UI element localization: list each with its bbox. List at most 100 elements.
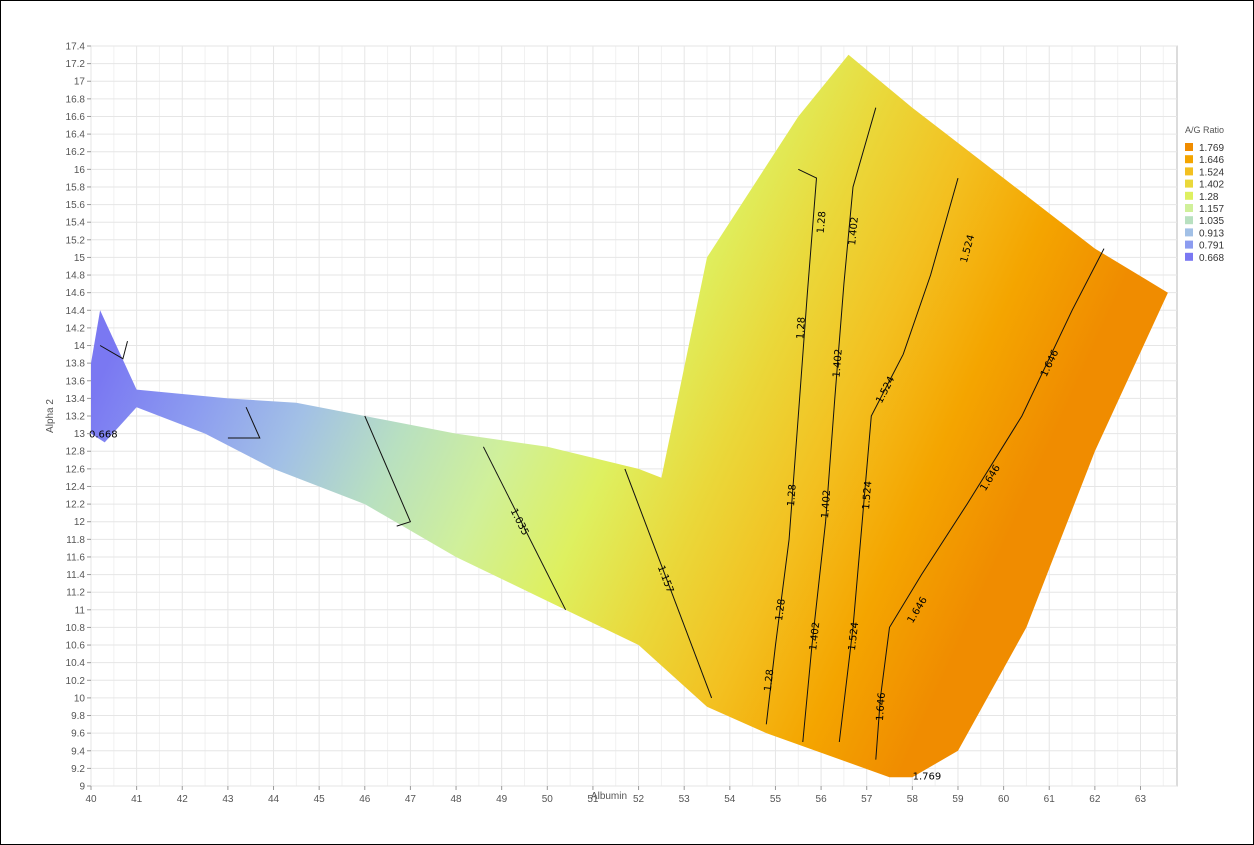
contour-fill-region	[91, 54, 1168, 778]
legend-label: 1.646	[1199, 155, 1224, 166]
x-tick-label: 46	[359, 794, 371, 805]
y-tick-label: 16.8	[66, 94, 86, 105]
x-tick-label: 56	[816, 794, 828, 805]
y-tick-label: 9.4	[71, 746, 85, 757]
y-tick-label: 11	[75, 605, 86, 616]
y-tick-label: 14.4	[66, 306, 86, 317]
legend-swatch	[1185, 155, 1193, 164]
contour-label: 1.28	[786, 484, 799, 507]
legend-label: 1.28	[1199, 192, 1219, 203]
y-tick-label: 13.8	[66, 359, 86, 370]
y-tick-label: 14	[74, 341, 86, 352]
contour-line	[765, 168, 818, 725]
contour-label: 1.524	[847, 621, 861, 651]
legend-swatch	[1185, 143, 1193, 151]
y-tick-label: 10.6	[66, 641, 86, 652]
x-axis-title: Albumin	[591, 791, 627, 802]
legend-label: 1.769	[1199, 143, 1224, 154]
min-max-annotation: 0.668	[89, 430, 118, 441]
y-tick-label: 17.4	[66, 42, 86, 53]
contour-label: 1.646	[875, 692, 888, 721]
contour-line	[364, 415, 412, 527]
x-tick-label: 49	[496, 794, 508, 805]
y-tick-label: 10.2	[66, 676, 86, 687]
legend-swatch	[1185, 216, 1193, 225]
legend-swatch	[1185, 240, 1193, 249]
y-tick-label: 17.2	[66, 59, 86, 70]
y-tick-label: 10.8	[66, 623, 86, 634]
contour-line	[875, 248, 1105, 760]
y-tick-label: 9.8	[71, 711, 85, 722]
y-tick-label: 15.2	[66, 235, 86, 246]
y-tick-label: 9	[79, 782, 85, 793]
y-axis-ticks: 9 9.2 9.4 9.6 9.8 10 10.2 10.4 10.6 10.8 11 11.2 11.…	[66, 42, 91, 793]
x-tick-label: 40	[85, 794, 97, 805]
y-tick-label: 12.8	[66, 447, 86, 458]
y-tick-label: 16.4	[66, 130, 86, 141]
y-tick-label: 14.6	[66, 288, 86, 299]
legend-label: 0.913	[1199, 228, 1224, 239]
contour-label: 1.28	[816, 211, 829, 234]
x-tick-label: 57	[861, 794, 873, 805]
min-max-annotation: 1.769	[913, 771, 942, 782]
x-tick-label: 59	[952, 794, 964, 805]
x-tick-label: 42	[177, 794, 189, 805]
x-tick-label: 63	[1135, 794, 1147, 805]
contour-label: 1.402	[847, 216, 861, 246]
contour-line	[838, 177, 959, 743]
y-tick-label: 9.2	[71, 764, 85, 775]
y-tick-label: 10.4	[66, 658, 86, 669]
contour-annotations: 0.668 1.769	[89, 430, 941, 783]
contour-line	[624, 468, 713, 699]
y-tick-label: 15.4	[66, 218, 86, 229]
y-tick-label: 14.2	[66, 323, 86, 334]
value-surface	[91, 54, 1168, 778]
contour-line	[802, 107, 877, 743]
legend-label: 1.402	[1199, 180, 1224, 191]
x-axis-ticks: 40 41 42 43 44 45 46 47 48 49 50 51 52 53 54 55 56 57 58 59…	[85, 786, 1146, 805]
y-axis-title: Alpha 2	[45, 399, 56, 433]
contour-label: 1.402	[832, 349, 845, 378]
y-tick-label: 16	[74, 165, 86, 176]
y-tick-label: 13.2	[66, 412, 86, 423]
legend-swatch	[1185, 167, 1193, 176]
x-tick-label: 47	[405, 794, 417, 805]
x-tick-label: 60	[998, 794, 1010, 805]
x-tick-label: 43	[222, 794, 234, 805]
contour-label: 1.28	[774, 598, 788, 621]
y-tick-label: 14.8	[66, 271, 86, 282]
x-tick-label: 45	[314, 794, 326, 805]
legend-title: A/G Ratio	[1185, 125, 1224, 135]
y-tick-label: 15.8	[66, 182, 86, 193]
x-tick-label: 50	[542, 794, 554, 805]
y-tick-label: 11.2	[66, 588, 85, 599]
y-tick-label: 16.2	[66, 147, 86, 158]
y-tick-label: 13	[74, 429, 86, 440]
x-tick-label: 44	[268, 794, 280, 805]
y-tick-label: 11.4	[66, 570, 85, 581]
y-tick-label: 11.6	[66, 552, 85, 563]
legend-label: 0.791	[1199, 241, 1224, 252]
y-tick-label: 13.6	[66, 376, 86, 387]
contour-line	[99, 340, 128, 360]
x-tick-label: 55	[770, 794, 782, 805]
contour-line	[482, 446, 567, 611]
legend-swatch	[1185, 204, 1193, 212]
legend-label: 0.668	[1199, 253, 1224, 264]
legend-label: 1.035	[1199, 216, 1224, 227]
legend-swatch	[1185, 191, 1193, 200]
y-tick-label: 15	[74, 253, 86, 264]
x-tick-label: 62	[1089, 794, 1101, 805]
legend-swatch	[1185, 179, 1193, 188]
y-tick-label: 12.6	[66, 464, 86, 475]
legend-label: 1.157	[1199, 204, 1224, 215]
legend-swatch	[1185, 228, 1193, 237]
x-tick-label: 51	[587, 794, 599, 805]
x-tick-label: 53	[679, 794, 691, 805]
y-tick-label: 11.8	[66, 535, 85, 546]
contour-label: 1.524	[861, 481, 874, 510]
x-tick-label: 54	[724, 794, 736, 805]
y-tick-label: 10	[74, 693, 86, 704]
y-tick-label: 12	[74, 517, 86, 528]
contour-label: 1.28	[763, 669, 776, 692]
